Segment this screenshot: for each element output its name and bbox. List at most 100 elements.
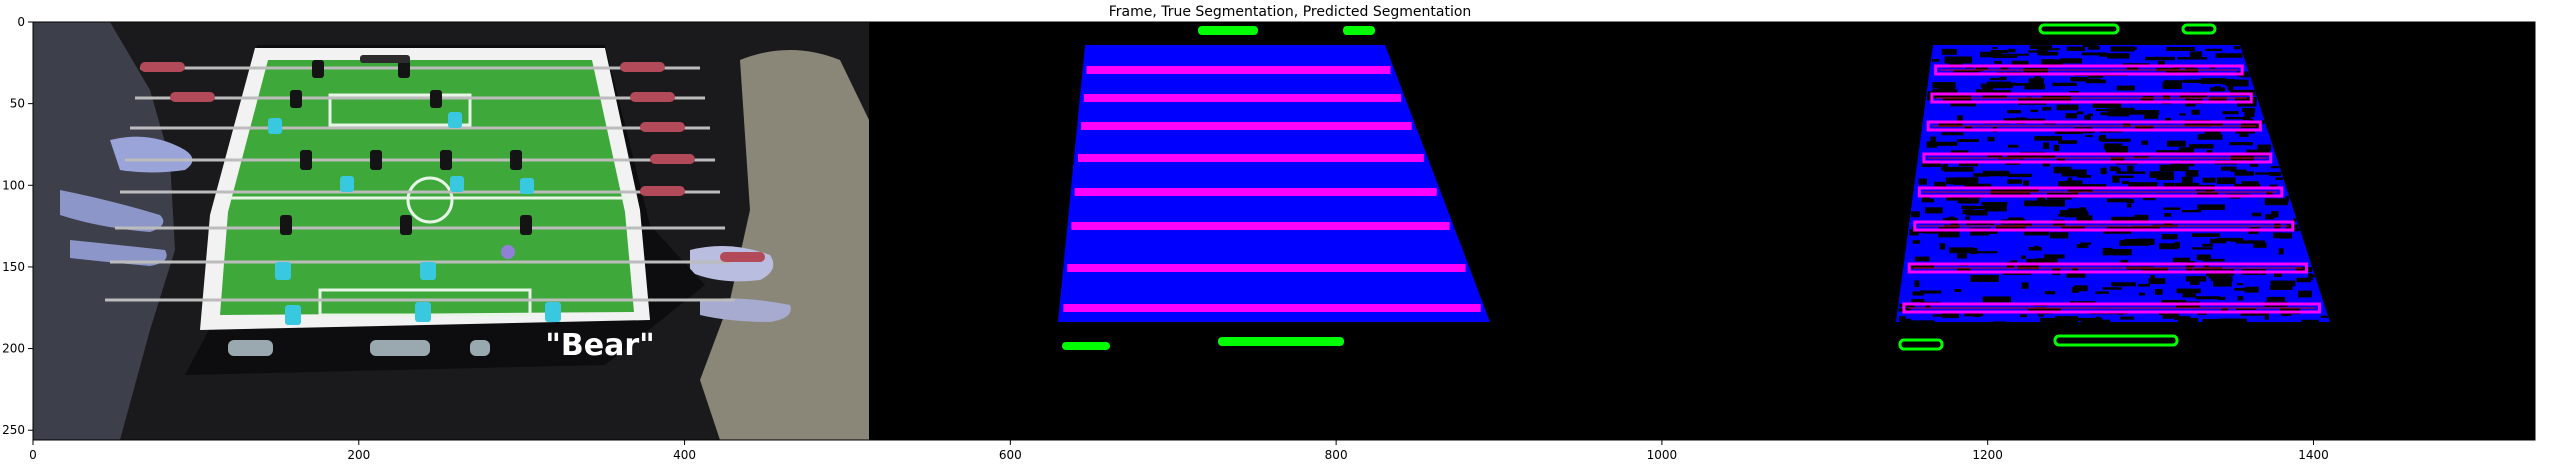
pred-noise-speck	[2296, 277, 2312, 283]
pred-noise-speck	[2087, 46, 2100, 50]
pred-noise-speck	[2024, 231, 2049, 236]
ball	[501, 245, 515, 259]
pred-noise-speck	[2195, 296, 2221, 300]
pred-noise-speck	[2123, 121, 2131, 128]
pred-noise-speck	[2210, 276, 2233, 282]
pred-noise-speck	[2227, 86, 2234, 91]
center-circle	[406, 176, 454, 224]
pred-noise-speck	[1941, 132, 1964, 136]
pred-noise-speck	[1982, 95, 2007, 98]
pred-noise-speck	[1930, 136, 1936, 143]
pred-noise-speck	[2205, 48, 2223, 52]
x-tick-label: 1000	[1647, 448, 1678, 462]
x-tick-label: 0	[29, 448, 37, 462]
pred-noise-speck	[2105, 145, 2129, 153]
true-ball-top-right	[1343, 26, 1375, 35]
pred-noise-speck	[2233, 46, 2241, 50]
pred-ball-top-right	[2181, 23, 2217, 35]
pred-noise-speck	[2191, 233, 2220, 238]
pred-noise-speck	[2116, 167, 2121, 174]
pred-noise-speck	[2162, 313, 2180, 319]
pred-noise-speck	[2042, 106, 2052, 111]
pred-noise-speck	[2164, 212, 2172, 217]
pred-noise-speck	[2229, 141, 2253, 146]
pred-noise-speck	[2150, 275, 2155, 281]
pred-noise-speck	[2213, 279, 2232, 287]
pred-noise-speck	[1967, 205, 1985, 210]
x-axis-ticks: 0 200 400 600 800 1000 1200 1400	[29, 440, 2329, 462]
pred-noise-speck	[2216, 177, 2236, 185]
pred-noise-speck	[2037, 48, 2060, 51]
pred-noise-speck	[2196, 254, 2211, 260]
pred-noise-speck	[1981, 201, 2008, 206]
pred-noise-speck	[2185, 170, 2199, 177]
pred-noise-speck	[2220, 166, 2237, 171]
pred-noise-speck	[2124, 107, 2133, 113]
pred-noise-speck	[2234, 288, 2246, 291]
pred-noise-speck	[1932, 88, 1958, 96]
pred-noise-speck	[1900, 318, 1912, 325]
pred-noise-speck	[2192, 247, 2213, 250]
pred-noise-speck	[1939, 243, 1946, 250]
pred-noise-speck	[2081, 52, 2107, 56]
pred-noise-speck	[1932, 82, 1956, 89]
pred-noise-speck	[2149, 171, 2174, 178]
pred-noise-speck	[1941, 164, 1949, 171]
pred-noise-speck	[2181, 209, 2202, 213]
pred-noise-speck	[2124, 238, 2149, 246]
true-rod-stripes	[1063, 66, 1481, 312]
pred-noise-speck	[2023, 200, 2050, 207]
pred-noise-speck	[2209, 66, 2216, 69]
pred-noise-speck	[2215, 53, 2243, 58]
pred-noise-speck	[2182, 291, 2196, 298]
frame-rods	[105, 66, 735, 302]
pred-noise-speck	[2035, 307, 2047, 312]
pred-noise-speck	[1980, 83, 1988, 88]
bottom-bumpers	[228, 340, 490, 356]
pred-noise-speck	[2111, 282, 2137, 287]
pred-noise-speck	[2162, 92, 2170, 100]
pred-noise-speck	[2235, 129, 2256, 134]
pred-noise-speck	[2080, 242, 2092, 245]
pred-noise-speck	[1918, 178, 1927, 185]
pred-noise-speck	[2269, 285, 2293, 291]
pred-noise-speck	[2222, 273, 2228, 277]
pred-noise-speck	[1993, 60, 2002, 64]
pred-noise-speck	[2038, 51, 2058, 56]
pred-ball-bottom-left	[1898, 338, 1944, 351]
pred-noise-speck	[2102, 287, 2122, 290]
pred-noise-speck	[2034, 136, 2063, 141]
pred-noise-speck	[2066, 46, 2085, 51]
pred-noise-speck	[2181, 176, 2193, 184]
pred-noise-speck	[2274, 272, 2282, 278]
pred-noise-speck	[1979, 51, 2003, 58]
pred-noise-speck	[2065, 113, 2078, 119]
pred-noise-speck	[2059, 209, 2088, 216]
pred-noise-speck	[1970, 275, 1999, 282]
pred-noise-speck	[2007, 109, 2021, 114]
y-tick-label: 50	[10, 97, 25, 111]
pred-noise-speck	[2202, 243, 2213, 247]
pred-table-region	[1896, 45, 2330, 322]
right-player-hand-lower	[700, 298, 791, 322]
pred-noise-speck	[1957, 268, 1971, 273]
pred-noise-speck	[1911, 211, 1920, 218]
pred-noise-speck	[2191, 109, 2200, 115]
right-player-body	[700, 50, 869, 440]
pred-noise-speck	[2035, 258, 2058, 265]
pred-noise-speck	[1946, 196, 1967, 201]
pred-noise-speck	[2257, 144, 2272, 151]
pred-noise-speck	[2016, 221, 2032, 226]
pred-noise-speck	[2133, 156, 2149, 159]
pred-noise-speck	[2135, 125, 2154, 130]
pred-noise-speck	[2138, 283, 2150, 287]
pred-noise-speck	[2084, 115, 2091, 120]
pred-rod-stripe	[1922, 152, 2273, 164]
pred-rod-stripe	[1926, 120, 2262, 132]
panel-true-segmentation	[1058, 26, 1490, 350]
pred-noise-speck	[2011, 60, 2029, 66]
cyan-players	[268, 112, 561, 325]
pred-noise-speck	[2278, 248, 2284, 255]
pred-noise-speck	[2209, 96, 2227, 102]
